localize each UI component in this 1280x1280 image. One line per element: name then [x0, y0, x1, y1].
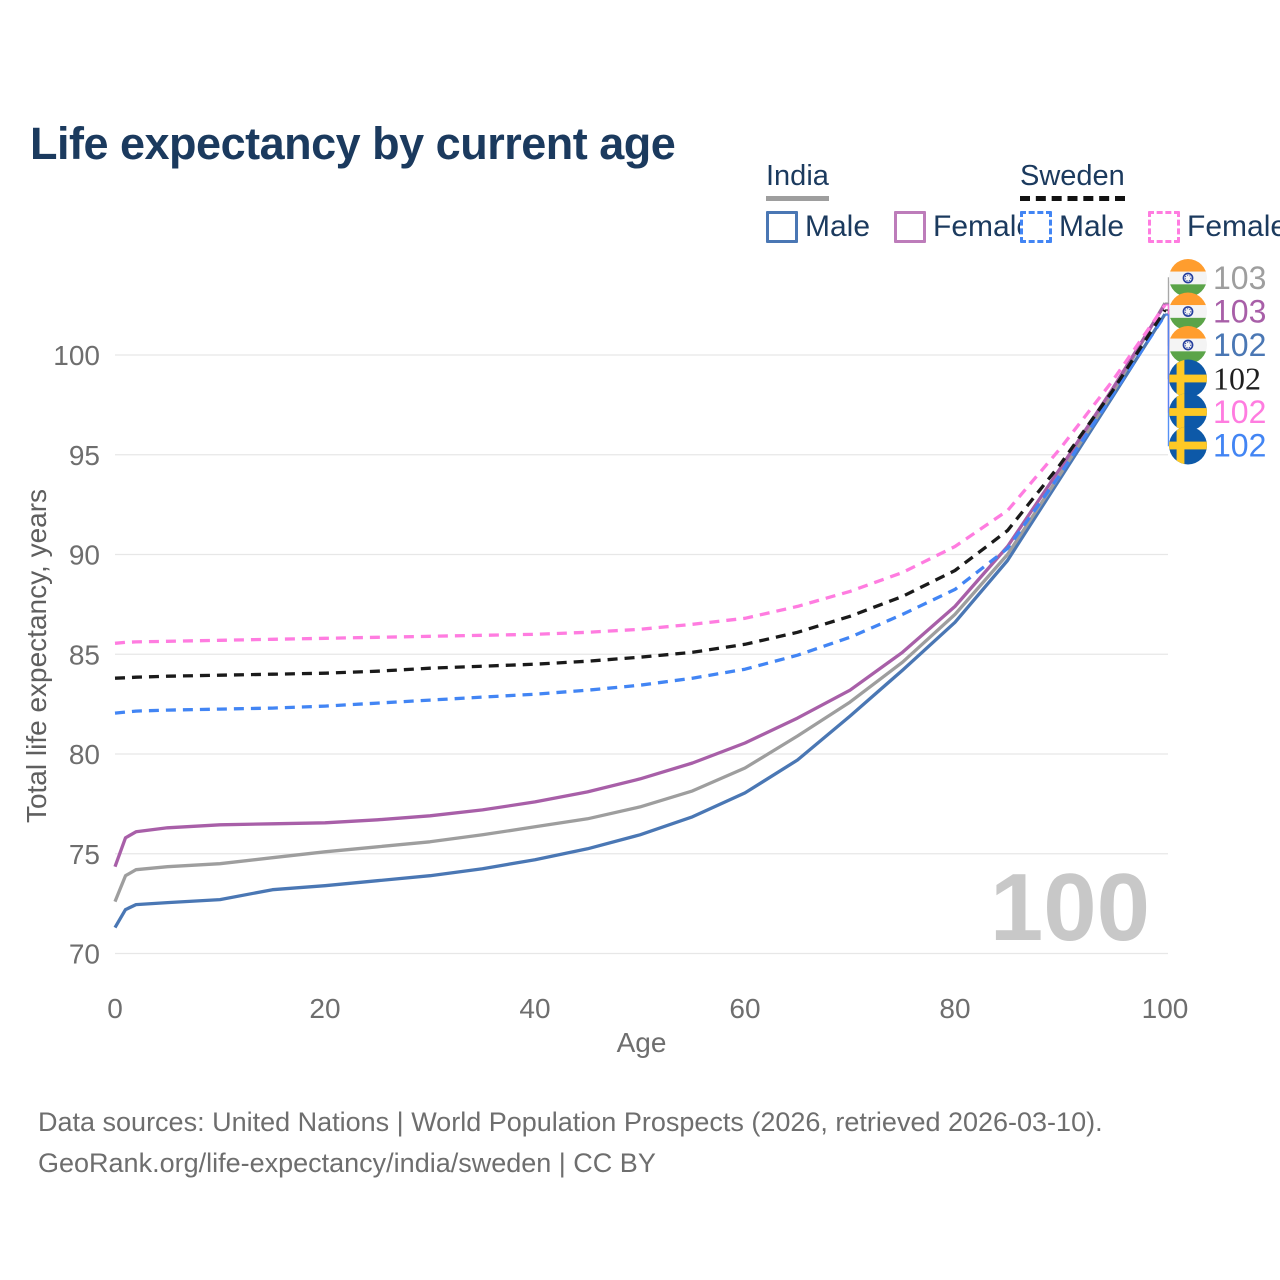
chart-footer: Data sources: United Nations | World Pop… — [38, 1102, 1103, 1184]
sweden-flag-icon — [1169, 393, 1207, 431]
india-flag-icon — [1169, 326, 1207, 364]
end-value-label: 102 — [1213, 428, 1266, 464]
india-male-checkbox[interactable] — [766, 211, 798, 243]
end-value-label: 102 — [1213, 327, 1266, 363]
y-tick-label: 85 — [69, 639, 100, 670]
legend-label: Female — [1187, 210, 1280, 243]
x-tick-label: 0 — [107, 993, 123, 1024]
india-flag-icon — [1169, 292, 1207, 331]
data-sources-text: Data sources: United Nations | World Pop… — [38, 1107, 1103, 1137]
series-line-sweden-female[interactable] — [114, 304, 1167, 645]
series-line-india-male[interactable] — [113, 313, 1167, 929]
legend-label: Male — [1059, 210, 1125, 243]
age-watermark: 100 — [990, 854, 1150, 961]
y-tick-label: 100 — [53, 340, 100, 371]
y-tick-label: 75 — [69, 839, 100, 870]
end-value-label: 103 — [1213, 294, 1266, 330]
legend-item-sweden-female[interactable]: Female — [1148, 210, 1280, 244]
legend-item-india-male[interactable]: Male — [766, 210, 870, 244]
legend-group-india: India Male Female — [766, 160, 1033, 244]
page-title: Life expectancy by current age — [30, 118, 676, 170]
legend-label: Male — [805, 210, 871, 243]
y-tick-label: 80 — [69, 739, 100, 770]
y-tick-label: 70 — [69, 939, 100, 970]
y-tick-label: 90 — [69, 540, 100, 571]
legend-item-india-female[interactable]: Female — [894, 210, 1033, 244]
sweden-flag-icon — [1169, 359, 1207, 398]
sweden-flag-icon — [1169, 426, 1207, 465]
y-axis-title: Total life expectancy, years — [21, 489, 52, 823]
sweden-male-checkbox[interactable] — [1020, 211, 1052, 243]
india-flag-icon — [1169, 259, 1207, 297]
x-tick-label: 40 — [519, 993, 550, 1024]
y-tick-label: 95 — [69, 440, 100, 471]
legend-group-sweden: Sweden Male Female — [1020, 160, 1280, 244]
x-tick-label: 100 — [1142, 993, 1189, 1024]
end-value-label: 102 — [1213, 361, 1261, 397]
series-line-india-total[interactable] — [113, 302, 1167, 903]
x-tick-label: 80 — [939, 993, 970, 1024]
india-female-checkbox[interactable] — [894, 211, 927, 243]
series-line-sweden-male[interactable] — [114, 314, 1167, 715]
x-tick-label: 60 — [729, 993, 760, 1024]
legend-group-india-title[interactable]: India — [766, 160, 829, 201]
legend-item-sweden-male[interactable]: Male — [1020, 210, 1124, 244]
x-tick-label: 20 — [309, 993, 340, 1024]
end-value-label: 103 — [1213, 260, 1266, 296]
series-line-sweden-total[interactable] — [114, 309, 1167, 680]
legend-label: Female — [933, 210, 1034, 243]
legend-group-sweden-title[interactable]: Sweden — [1020, 160, 1125, 201]
legend: India Male Female Sweden Male Female — [0, 160, 1280, 250]
x-axis-title: Age — [617, 1027, 667, 1058]
end-value-label: 102 — [1213, 394, 1266, 430]
sweden-female-checkbox[interactable] — [1148, 211, 1181, 243]
series-line-india-female[interactable] — [113, 303, 1167, 868]
attribution-text: GeoRank.org/life-expectancy/india/sweden… — [38, 1148, 656, 1178]
